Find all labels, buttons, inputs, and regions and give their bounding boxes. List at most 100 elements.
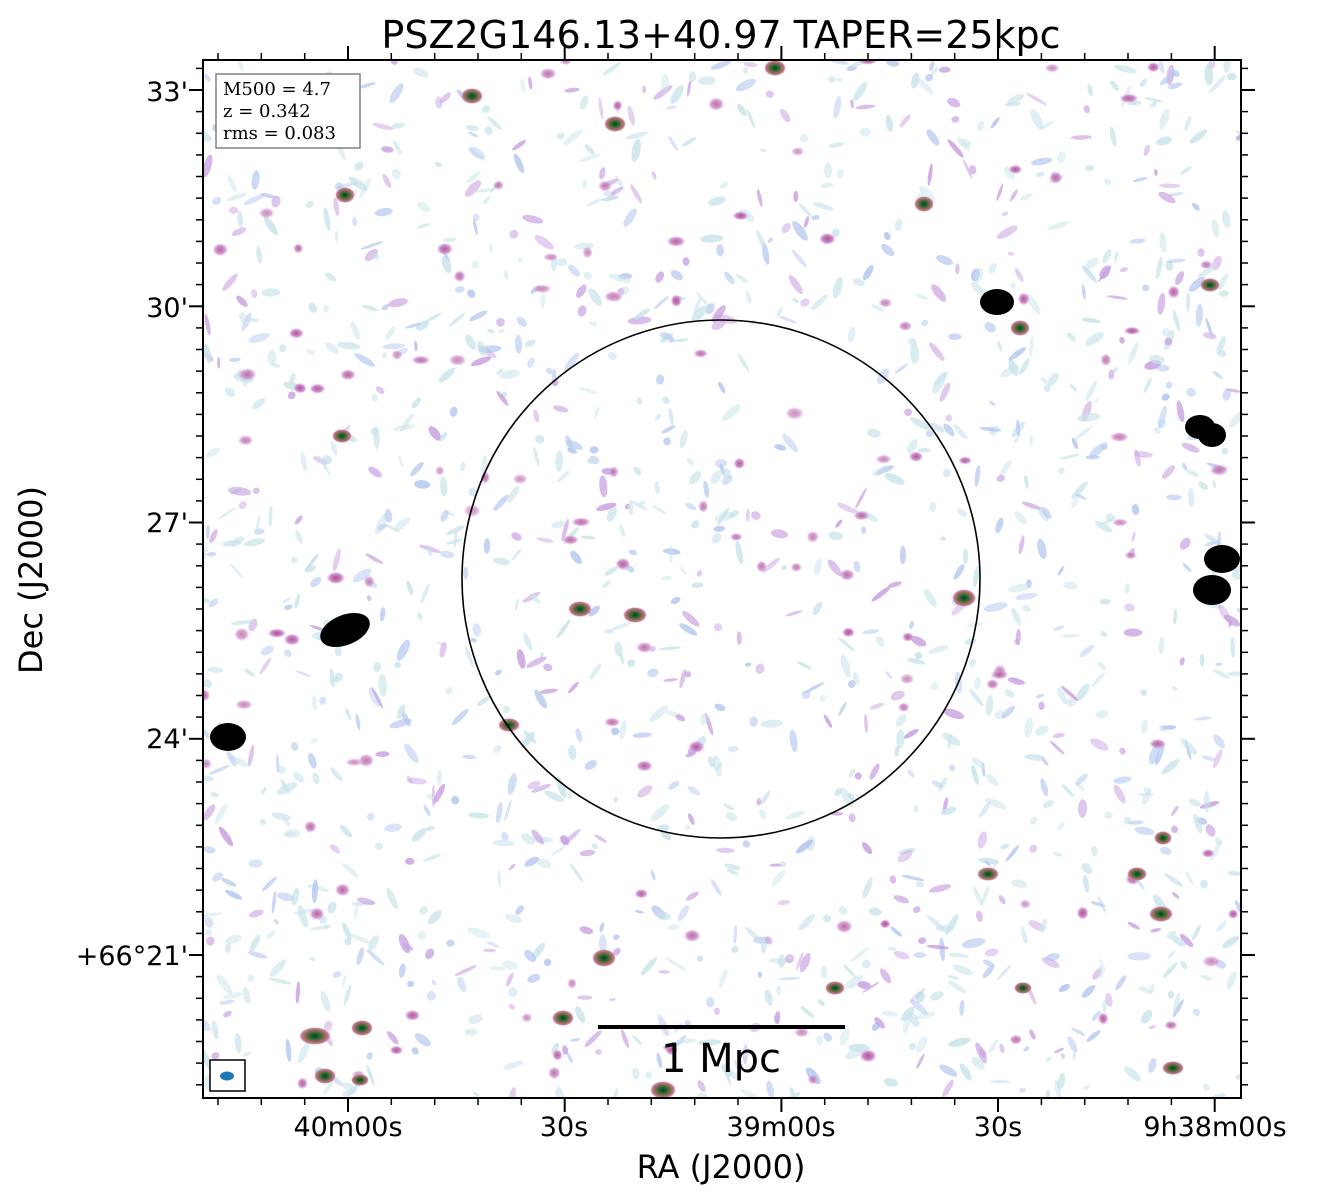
noise-speckle — [465, 180, 481, 197]
noise-speckle — [700, 234, 724, 243]
noise-speckle — [1131, 503, 1140, 516]
noise-speckle — [329, 668, 335, 688]
noise-speckle — [511, 532, 522, 541]
noise-speckle — [521, 833, 535, 845]
noise-speckle — [861, 959, 871, 969]
noise-speckle — [203, 154, 213, 178]
noise-speckle — [947, 139, 964, 158]
noise-speckle — [910, 343, 920, 364]
noise-speckle — [854, 772, 862, 780]
faint-source — [1167, 285, 1181, 299]
noise-speckle — [225, 934, 243, 944]
noise-speckle — [277, 765, 286, 775]
noise-speckle — [1218, 273, 1228, 291]
noise-speckle — [206, 667, 224, 673]
noise-speckle — [1047, 220, 1070, 231]
noise-speckle — [853, 560, 861, 573]
noise-speckle — [948, 1037, 971, 1047]
noise-speckle — [1134, 826, 1155, 836]
noise-speckle — [570, 1038, 580, 1042]
noise-speckle — [230, 536, 245, 547]
noise-speckle — [497, 869, 502, 888]
faint-source — [698, 499, 709, 513]
noise-speckle — [413, 67, 429, 78]
noise-speckle — [496, 368, 504, 375]
noise-speckle — [682, 257, 690, 266]
noise-speckle — [1223, 60, 1231, 74]
noise-speckle — [1161, 327, 1171, 337]
noise-speckle — [1158, 191, 1176, 204]
noise-speckle — [1231, 571, 1241, 580]
image-background — [203, 60, 1241, 1098]
noise-speckle — [699, 712, 709, 726]
noise-speckle — [728, 510, 740, 518]
noise-speckle — [368, 935, 379, 951]
noise-speckle — [472, 623, 481, 637]
compact-source — [1200, 278, 1220, 292]
noise-speckle — [659, 332, 672, 340]
noise-speckle — [539, 688, 558, 694]
noise-speckle — [1218, 290, 1229, 297]
noise-speckle — [1212, 749, 1223, 769]
noise-speckle — [1094, 520, 1113, 533]
noise-speckle — [918, 937, 927, 945]
noise-speckle — [823, 1032, 833, 1042]
noise-speckle — [628, 501, 634, 516]
noise-speckle — [1180, 933, 1194, 948]
noise-speckle — [742, 67, 749, 75]
noise-speckle — [294, 515, 303, 525]
noise-speckle — [948, 952, 970, 958]
noise-speckle — [751, 511, 761, 520]
noise-speckle — [1091, 1010, 1101, 1021]
noise-speckle — [838, 906, 848, 915]
noise-speckle — [375, 386, 385, 395]
noise-speckle — [1139, 78, 1148, 87]
noise-speckle — [563, 352, 580, 372]
noise-speckle — [650, 804, 670, 822]
noise-speckle — [1027, 293, 1041, 315]
noise-speckle — [389, 83, 404, 104]
noise-speckle — [1035, 171, 1045, 177]
noise-speckle — [599, 922, 605, 933]
noise-speckle — [322, 305, 330, 313]
noise-speckle — [267, 349, 277, 367]
noise-speckle — [536, 537, 554, 543]
noise-speckle — [1072, 1051, 1077, 1060]
faint-source — [1109, 431, 1130, 443]
noise-speckle — [324, 272, 337, 282]
noise-speckle — [222, 992, 244, 1000]
noise-speckle — [632, 1067, 640, 1080]
noise-speckle — [681, 136, 697, 147]
noise-speckle — [1123, 816, 1132, 825]
noise-speckle — [419, 906, 428, 915]
noise-speckle — [726, 1070, 742, 1081]
noise-speckle — [666, 105, 678, 110]
noise-speckle — [588, 288, 603, 307]
noise-speckle — [1156, 364, 1170, 372]
noise-speckle — [584, 759, 597, 770]
noise-speckle — [742, 1043, 748, 1065]
noise-speckle — [386, 887, 399, 910]
noise-speckle — [411, 1047, 419, 1055]
noise-speckle — [1057, 687, 1068, 705]
noise-speckle — [686, 458, 695, 466]
noise-speckle — [1104, 178, 1112, 186]
faint-source — [615, 557, 631, 571]
noise-speckle — [312, 772, 320, 785]
noise-speckle — [564, 87, 580, 93]
noise-speckle — [323, 1020, 333, 1031]
noise-speckle — [348, 176, 368, 191]
noise-speckle — [663, 678, 678, 682]
noise-speckle — [361, 304, 379, 312]
noise-speckle — [426, 991, 436, 1001]
noise-speckle — [390, 60, 398, 65]
noise-speckle — [931, 284, 947, 302]
noise-speckle — [726, 868, 739, 876]
noise-speckle — [1066, 697, 1077, 707]
noise-speckle — [562, 1045, 569, 1055]
faint-source — [309, 383, 326, 395]
noise-speckle — [1119, 336, 1125, 344]
noise-speckle — [493, 557, 510, 566]
faint-source — [539, 67, 557, 80]
noise-speckle — [688, 71, 697, 83]
